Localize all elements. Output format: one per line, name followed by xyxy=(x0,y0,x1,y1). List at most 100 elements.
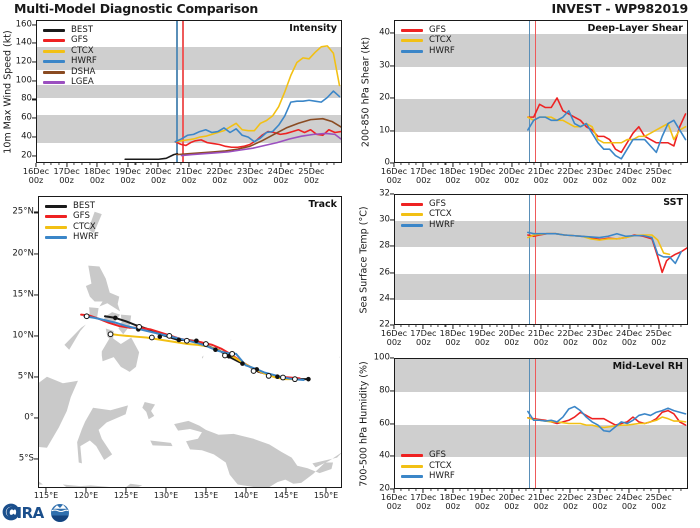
shear-title: Deep-Layer Shear xyxy=(587,23,683,34)
x-minor-tick xyxy=(518,325,520,328)
y-tick-label: 30 xyxy=(379,214,390,225)
y-tick-label: 60 xyxy=(379,418,390,429)
y-tick-label: 40 xyxy=(379,450,390,461)
x-minor-tick xyxy=(466,163,469,166)
landmass-polygon xyxy=(77,405,129,464)
x-tick-label: 24Dec 00z xyxy=(616,166,643,186)
forecast-position-marker xyxy=(107,331,114,338)
x-tick-label: 16Dec 00z xyxy=(380,492,408,512)
legend-entry-hwrf: HWRF xyxy=(401,472,455,483)
legend-entry-ctcx: CTCX xyxy=(401,36,455,47)
x-tick-label: 18Dec 00z xyxy=(439,328,466,348)
best-track-marker xyxy=(194,338,199,344)
x-minor-tick xyxy=(636,163,638,166)
x-minor-tick xyxy=(73,163,75,166)
y-tick-mark xyxy=(32,117,36,119)
x-tick-mark xyxy=(628,489,630,493)
y-tick-label: 26 xyxy=(379,267,390,278)
longitude-tick-mark xyxy=(205,488,207,492)
y-tick-label: 28 xyxy=(379,241,390,252)
longitude-tick-label: 125°E xyxy=(113,491,139,500)
y-tick-label: 80 xyxy=(379,385,390,396)
x-tick-label: 24Dec 00z xyxy=(267,166,294,186)
longitude-tick-label: 120°E xyxy=(73,491,99,500)
x-minor-tick xyxy=(234,163,236,166)
x-tick-label: 25Dec 00z xyxy=(298,166,325,186)
legend-entry-hwrf: HWRF xyxy=(45,233,99,244)
x-tick-mark xyxy=(280,163,282,167)
y-tick-mark xyxy=(390,193,394,195)
x-minor-tick xyxy=(257,163,259,166)
x-minor-tick xyxy=(503,489,505,492)
cira-logo: CIRA CIRA xyxy=(2,496,86,524)
legend-label-gfs: GFS xyxy=(429,198,446,209)
analysis-time-line xyxy=(176,21,178,162)
y-tick-mark xyxy=(390,298,394,300)
longitude-tick-mark xyxy=(245,488,247,492)
legend-entry-hwrf: HWRF xyxy=(401,46,455,57)
y-tick-mark xyxy=(32,154,36,157)
shear-legend: GFS CTCX HWRF xyxy=(401,25,455,57)
series-line-lgea xyxy=(180,132,341,157)
latitude-tick-label: 20°N xyxy=(12,248,34,259)
x-minor-tick xyxy=(503,163,505,166)
legend-swatch-best xyxy=(43,28,65,32)
x-minor-tick xyxy=(496,325,498,328)
x-minor-tick xyxy=(562,325,564,328)
x-minor-tick xyxy=(591,489,593,492)
x-minor-tick xyxy=(621,325,623,328)
y-tick-mark xyxy=(390,97,394,99)
x-tick-mark xyxy=(658,489,660,493)
legend-entry-ctcx: CTCX xyxy=(401,210,455,221)
x-tick-mark xyxy=(422,325,424,329)
landmass-polygon xyxy=(126,483,143,487)
intensity-plot-area: Intensity BEST GFS CTCX HWRF DSHA LGEA xyxy=(36,20,342,163)
x-tick-label: 20Dec 00z xyxy=(145,166,172,186)
x-minor-tick xyxy=(437,325,439,328)
x-tick-mark xyxy=(127,163,129,167)
legend-entry-best: BEST xyxy=(45,201,99,212)
sst-plot-area: SST GFS CTCX HWRF xyxy=(394,194,688,325)
x-minor-tick xyxy=(264,163,267,166)
x-minor-tick xyxy=(173,163,175,166)
track-legend: BEST GFS CTCX HWRF xyxy=(45,201,99,243)
legend-label-gfs: GFS xyxy=(429,450,446,461)
legend-entry-hwrf: HWRF xyxy=(401,220,455,231)
x-minor-tick xyxy=(606,163,608,166)
legend-label-hwrf: HWRF xyxy=(429,219,455,230)
y-tick-mark xyxy=(32,80,36,82)
series-line-hwrf xyxy=(174,90,341,143)
shaded-band xyxy=(395,424,687,458)
x-tick-mark xyxy=(511,325,513,329)
series-line-ctcx xyxy=(174,45,341,143)
x-minor-tick xyxy=(437,163,439,166)
x-tick-mark xyxy=(452,163,454,167)
analysis-time-line xyxy=(528,195,531,324)
x-tick-label: 17Dec 00z xyxy=(410,328,437,348)
best-track-marker xyxy=(113,315,118,321)
y-tick-label: 140 xyxy=(15,38,32,49)
longitude-tick-label: 135°E xyxy=(193,491,219,500)
x-minor-tick xyxy=(650,325,652,328)
x-tick-label: 21Dec 00z xyxy=(527,492,555,512)
x-tick-label: 23Dec 00z xyxy=(586,166,613,186)
x-tick-label: 20Dec 00z xyxy=(498,492,525,512)
x-minor-tick xyxy=(211,163,213,166)
y-tick-mark xyxy=(390,324,394,326)
x-tick-mark xyxy=(569,489,571,493)
panel-sst: SST GFS CTCX HWRF 22 24 26 28 30 32 16Dec 00z 17D… xyxy=(359,190,688,347)
best-track-marker xyxy=(275,374,280,380)
analysis-time-line xyxy=(528,21,531,162)
legend-swatch-hwrf xyxy=(401,223,423,227)
x-tick-mark xyxy=(511,163,513,167)
y-tick-mark xyxy=(32,98,36,100)
sst-legend: GFS CTCX HWRF xyxy=(401,199,455,231)
x-minor-tick xyxy=(474,163,476,166)
legend-label-gfs: GFS xyxy=(71,35,88,46)
legend-label-ctcx: CTCX xyxy=(429,209,452,220)
x-tick-label: 21Dec 00z xyxy=(175,166,203,186)
x-minor-tick xyxy=(547,163,549,166)
x-minor-tick xyxy=(295,163,297,166)
track-line-best xyxy=(103,315,311,381)
x-tick-mark xyxy=(540,489,542,493)
